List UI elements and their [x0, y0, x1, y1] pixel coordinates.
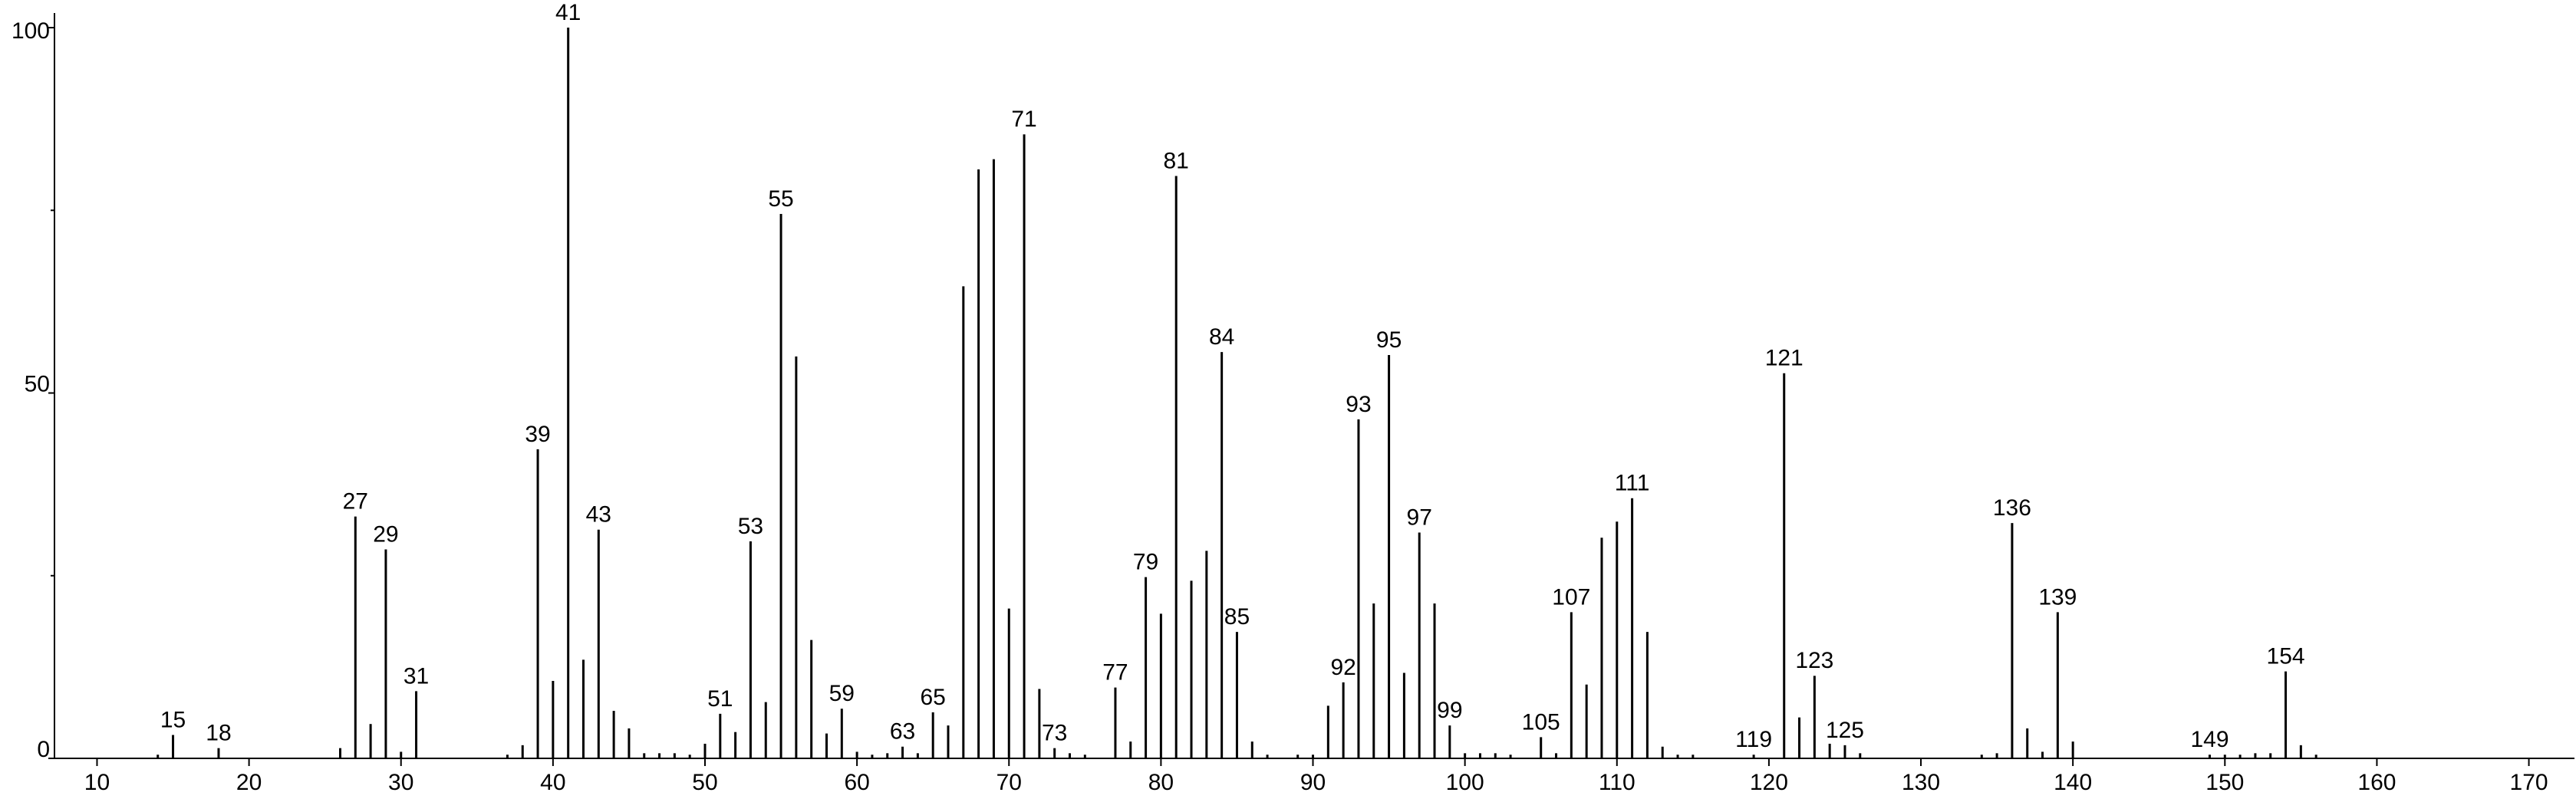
peak-label: 15	[160, 707, 186, 732]
peak-label: 18	[206, 721, 231, 746]
x-tick-label: 130	[1902, 770, 1940, 795]
x-tick-label: 80	[1148, 770, 1174, 795]
peak-label: 123	[1795, 648, 1833, 673]
peak-label: 121	[1765, 346, 1804, 371]
peak-label: 85	[1224, 604, 1250, 630]
peak-label: 92	[1330, 655, 1356, 680]
peak-label: 139	[2038, 584, 2077, 610]
peak-label: 119	[1735, 727, 1772, 752]
peak-label: 84	[1209, 324, 1234, 350]
x-tick-label: 120	[1750, 770, 1788, 795]
peak-label: 97	[1407, 505, 1432, 530]
peak-label: 73	[1042, 721, 1067, 746]
y-tick-label: 0	[37, 737, 50, 762]
peak-label: 149	[2190, 727, 2228, 752]
y-tick-label: 50	[25, 371, 50, 396]
x-tick-label: 150	[2205, 770, 2244, 795]
x-tick-label: 90	[1300, 770, 1326, 795]
peak-label: 63	[890, 719, 915, 745]
x-tick-label: 160	[2357, 770, 2396, 795]
peak-label: 71	[1011, 107, 1036, 132]
x-tick-label: 40	[540, 770, 565, 795]
x-tick-label: 20	[236, 770, 262, 795]
peak-label: 43	[586, 502, 611, 528]
peak-label: 111	[1615, 471, 1650, 496]
peak-label: 136	[1993, 495, 2031, 521]
peak-label: 77	[1102, 659, 1128, 685]
peak-label: 55	[768, 186, 793, 212]
x-tick-label: 110	[1599, 770, 1636, 795]
x-tick-label: 30	[388, 770, 413, 795]
peak-label: 81	[1164, 148, 1189, 173]
x-tick-label: 170	[2510, 770, 2548, 795]
peak-label: 53	[738, 514, 763, 539]
peak-label: 51	[707, 686, 733, 712]
x-tick-label: 140	[2054, 770, 2092, 795]
peak-label: 154	[2267, 644, 2305, 669]
peak-label: 27	[343, 488, 368, 514]
peak-label: 105	[1522, 709, 1560, 735]
x-tick-label: 100	[1446, 770, 1484, 795]
peak-label: 65	[921, 685, 946, 710]
x-tick-label: 10	[84, 770, 110, 795]
y-tick-label: 100	[12, 18, 50, 44]
peak-label: 107	[1552, 584, 1590, 610]
x-tick-label: 50	[692, 770, 717, 795]
peak-label: 59	[829, 681, 855, 706]
peak-label: 125	[1826, 718, 1864, 743]
x-tick-label: 70	[996, 770, 1022, 795]
peak-label: 99	[1437, 698, 1462, 723]
peak-label: 95	[1376, 327, 1402, 353]
peak-label: 79	[1133, 550, 1158, 575]
peak-label: 93	[1346, 392, 1371, 417]
peak-label: 29	[373, 521, 398, 547]
peak-label: 31	[404, 663, 429, 689]
peak-label: 39	[525, 422, 550, 447]
peak-label: 41	[555, 0, 581, 25]
x-tick-label: 60	[844, 770, 869, 795]
